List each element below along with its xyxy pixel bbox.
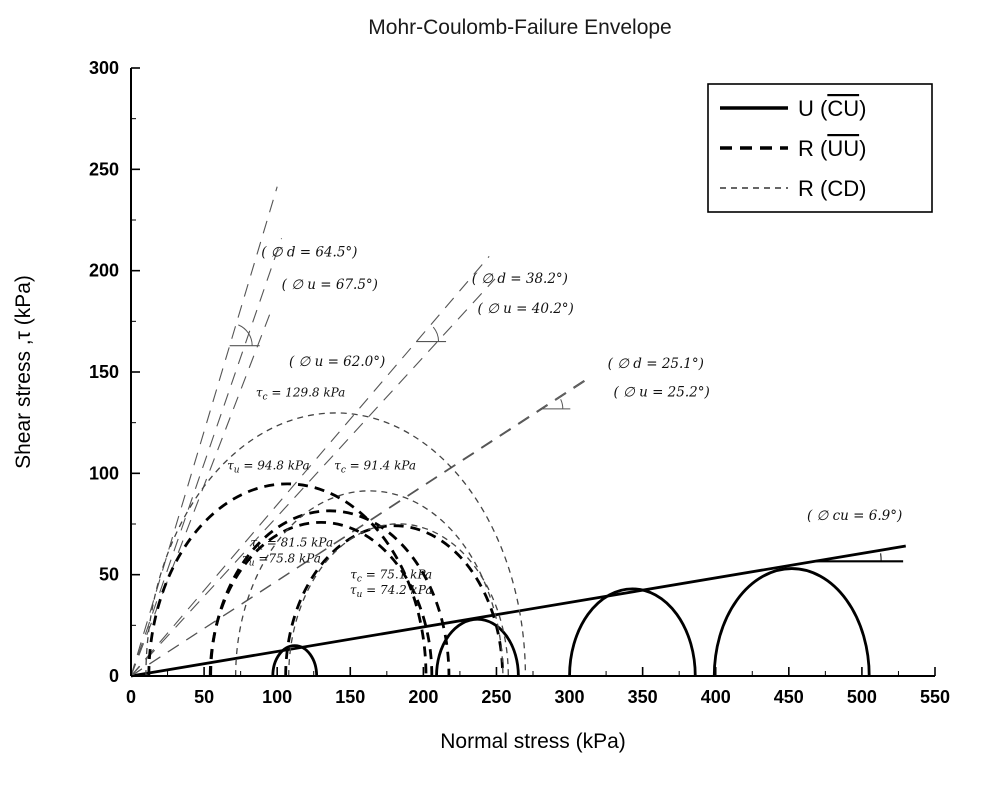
annotation: ( ∅ u = 67.5°) [282,277,378,293]
mohr-circle-U [568,587,697,677]
plot-area: 0 50 100 150 200 250 300 350 400 450 500 550 0 50 100 1… [89,58,950,707]
x-tick-label: 200 [408,687,438,707]
envelope-line-d-25.1 [130,379,588,677]
annotation: ( ∅ d = 38.2°) [472,271,568,287]
mohr-circle-R-UU [208,521,434,677]
angle-marker-arc [432,326,440,342]
y-axis-label: Shear stress ,τ (kPa) [12,275,35,469]
mohr-circle-U [271,644,319,677]
x-tick-label: 500 [847,687,877,707]
annotation: ( ∅ cu = 6.9°) [807,508,902,524]
envelope-line-u-40.2 [130,256,490,677]
legend-label-U: U (CU) [798,96,866,121]
annotation: τu = 94.8 kPa [227,458,310,475]
annotation: ( ∅ u = 40.2°) [478,301,574,317]
x-tick-label: 450 [774,687,804,707]
y-tick-label: 100 [89,463,119,483]
envelope-line-u-67.5 [130,186,278,677]
y-tick-label: 50 [99,565,119,585]
annotation: ( ∅ u = 62.0°) [289,354,385,370]
envelope-line-d-64.5 [130,238,283,677]
y-tick-label: 150 [89,362,119,382]
angle-marker-arc [238,324,253,346]
mohr-circle-R-UU [284,524,504,677]
chart-title: Mohr-Coulomb-Failure Envelope [368,16,671,39]
x-tick-label: 350 [628,687,658,707]
mohr-circle-U [435,617,520,677]
x-tick-label: 50 [194,687,214,707]
envelope-line-cu-6.9 [130,544,906,678]
x-tick-label: 0 [126,687,136,707]
x-tick-label: 100 [262,687,292,707]
y-tick-label: 250 [89,159,119,179]
annotation: τc = 75.1 kPa [350,568,432,585]
envelope-line-u-62.0 [130,309,272,677]
y-tick-label: 200 [89,261,119,281]
mohr-circle-R-CD [145,412,527,677]
annotation: ( ∅ d = 25.1°) [608,356,704,372]
y-tick-label: 300 [89,58,119,78]
y-tick-label: 0 [109,666,119,686]
x-tick-label: 250 [481,687,511,707]
mohr-circle-R-CD [288,523,509,677]
x-tick-label: 150 [335,687,365,707]
annotation: τu = 74.2 kPa [350,583,433,600]
annotation: ( ∅ d = 64.5°) [261,244,357,260]
x-axis-label: Normal stress (kPa) [440,730,626,753]
annotation: τu = 81.5 kPa [250,535,333,552]
legend-label-R-UU: R (UU) [798,136,866,161]
annotation: τc = 129.8 kPa [256,385,346,402]
x-tick-label: 300 [555,687,585,707]
x-tick-label: 550 [920,687,950,707]
mohr-circle-U [712,567,871,677]
annotation: ( ∅ u = 25.2°) [613,384,709,400]
annotation: τu =75.8 kPa [242,552,321,569]
x-tick-label: 400 [701,687,731,707]
legend-label-R-CD: R (CD) [798,176,866,201]
angle-marker-arc [560,399,564,409]
envelope-line-d-38.2 [130,278,496,677]
annotation: τc = 91.4 kPa [334,458,416,475]
